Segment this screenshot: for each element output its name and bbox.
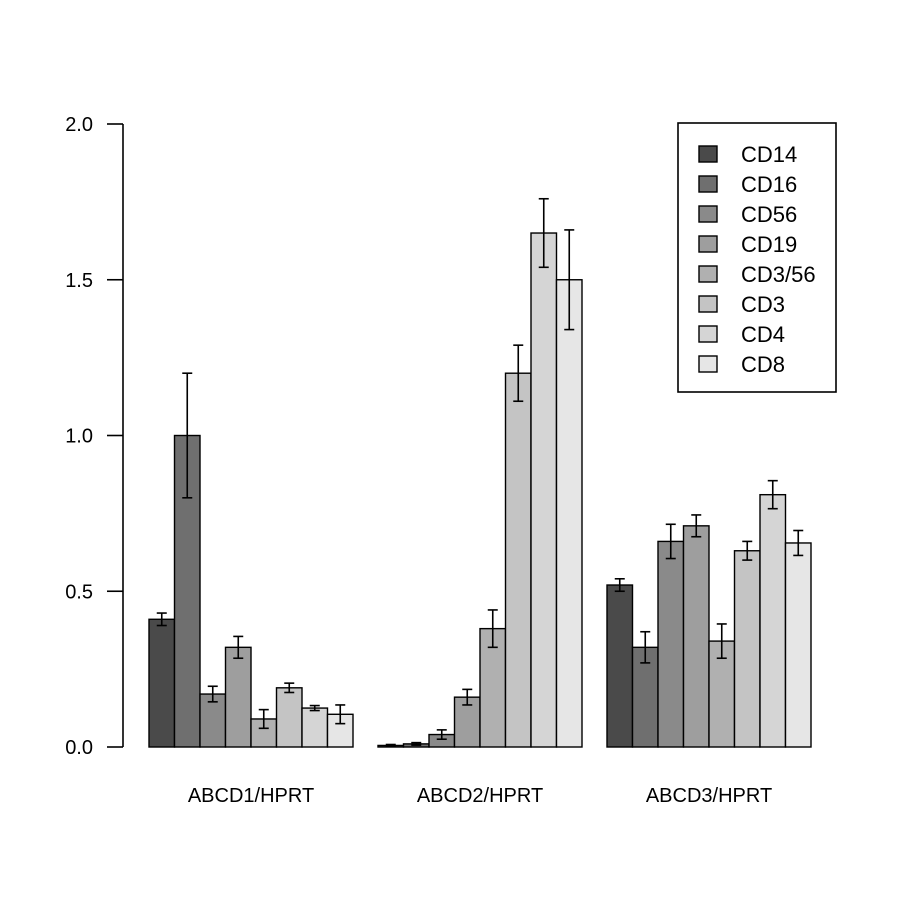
legend-box [677,122,837,393]
category-label: ABCD1/HPRT [188,785,314,807]
bar-cd14-1 [148,618,176,748]
legend-swatch [698,265,718,283]
legend-label: CD3/56 [741,262,816,287]
y-tick-label: 1.5 [65,270,93,292]
legend-swatch [698,175,718,193]
legend-label: CD4 [741,322,785,347]
error-bars [156,197,804,748]
category-label: ABCD3/HPRT [646,785,772,807]
category-labels: ABCD1/HPRT ABCD2/HPRT ABCD3/HPRT [188,785,772,807]
legend-swatch [698,235,718,253]
y-tick-label: 1.0 [65,426,93,448]
legend-swatch [698,145,718,163]
bar-cd3-2 [504,372,532,748]
bar-cd56-3 [657,540,685,748]
bar-cd4-3 [759,493,787,748]
y-tick-label: 0.0 [65,737,93,759]
legend-label: CD14 [741,142,797,167]
legend-label: CD16 [741,172,797,197]
legend-label: CD3 [741,292,785,317]
legend-swatch [698,205,718,223]
category-label: ABCD2/HPRT [417,785,543,807]
legend-label: CD19 [741,232,797,257]
legend-label: CD56 [741,202,797,227]
legend-swatch [698,325,718,343]
legend-swatch [698,295,718,313]
bar-cd4-2 [530,232,558,748]
legend: CD14 CD16 CD56 CD19 CD3/56 CD3 CD4 CD8 [677,122,837,393]
y-axis: 0.0 0.5 1.0 1.5 2.0 [65,114,124,759]
legend-swatch [698,355,718,373]
bar-cd3-1 [275,687,303,748]
y-tick-label: 2.0 [65,114,93,136]
bar-cd14-3 [606,584,634,748]
bar-cd8-2 [555,279,583,748]
y-tick-label: 0.5 [65,581,93,603]
bar-cd3-56-2 [479,627,507,748]
bar-cd19-1 [224,646,252,748]
bar-cd4-1 [301,707,329,748]
bar-cd19-3 [682,525,710,748]
bar-cd8-3 [784,542,812,748]
legend-label: CD8 [741,352,785,377]
bar-cd3-3 [733,550,761,748]
